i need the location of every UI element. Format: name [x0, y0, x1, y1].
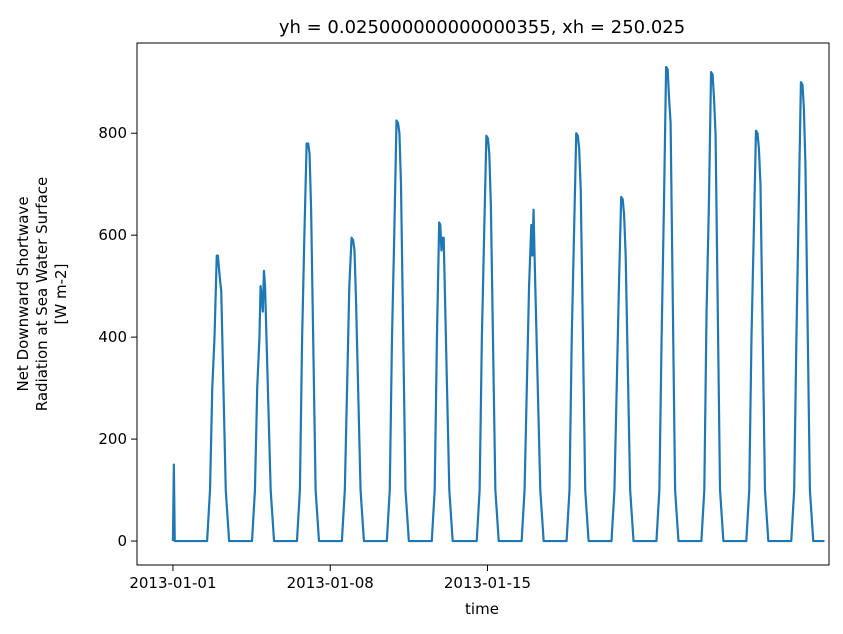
y-axis-label-line: Net Downward Shortwave [14, 196, 32, 391]
y-tick-label: 400 [98, 328, 127, 346]
y-tick-label: 0 [117, 532, 127, 550]
x-tick-label: 2013-01-01 [129, 574, 216, 592]
x-tick-label: 2013-01-15 [444, 574, 531, 592]
x-axis-ticks: 2013-01-01 2013-01-08 2013-01-15 [129, 565, 531, 592]
y-axis-label: Net Downward Shortwave Radiation at Sea W… [14, 177, 70, 411]
chart-title: yh = 0.025000000000000355, xh = 250.025 [279, 17, 685, 38]
x-tick-label: 2013-01-08 [287, 574, 374, 592]
y-tick-label: 800 [98, 124, 127, 142]
series-line [171, 65, 825, 543]
y-tick-label: 600 [98, 226, 127, 244]
y-axis-ticks: 0 200 400 600 800 [98, 124, 137, 550]
y-tick-label: 200 [98, 430, 127, 448]
x-axis-label: time [465, 600, 499, 618]
series-layer [171, 65, 825, 543]
y-axis-label-line: Radiation at Sea Water Surface [33, 177, 51, 411]
plot-frame [136, 42, 830, 566]
y-axis-label-line: [W m-2] [52, 264, 70, 325]
